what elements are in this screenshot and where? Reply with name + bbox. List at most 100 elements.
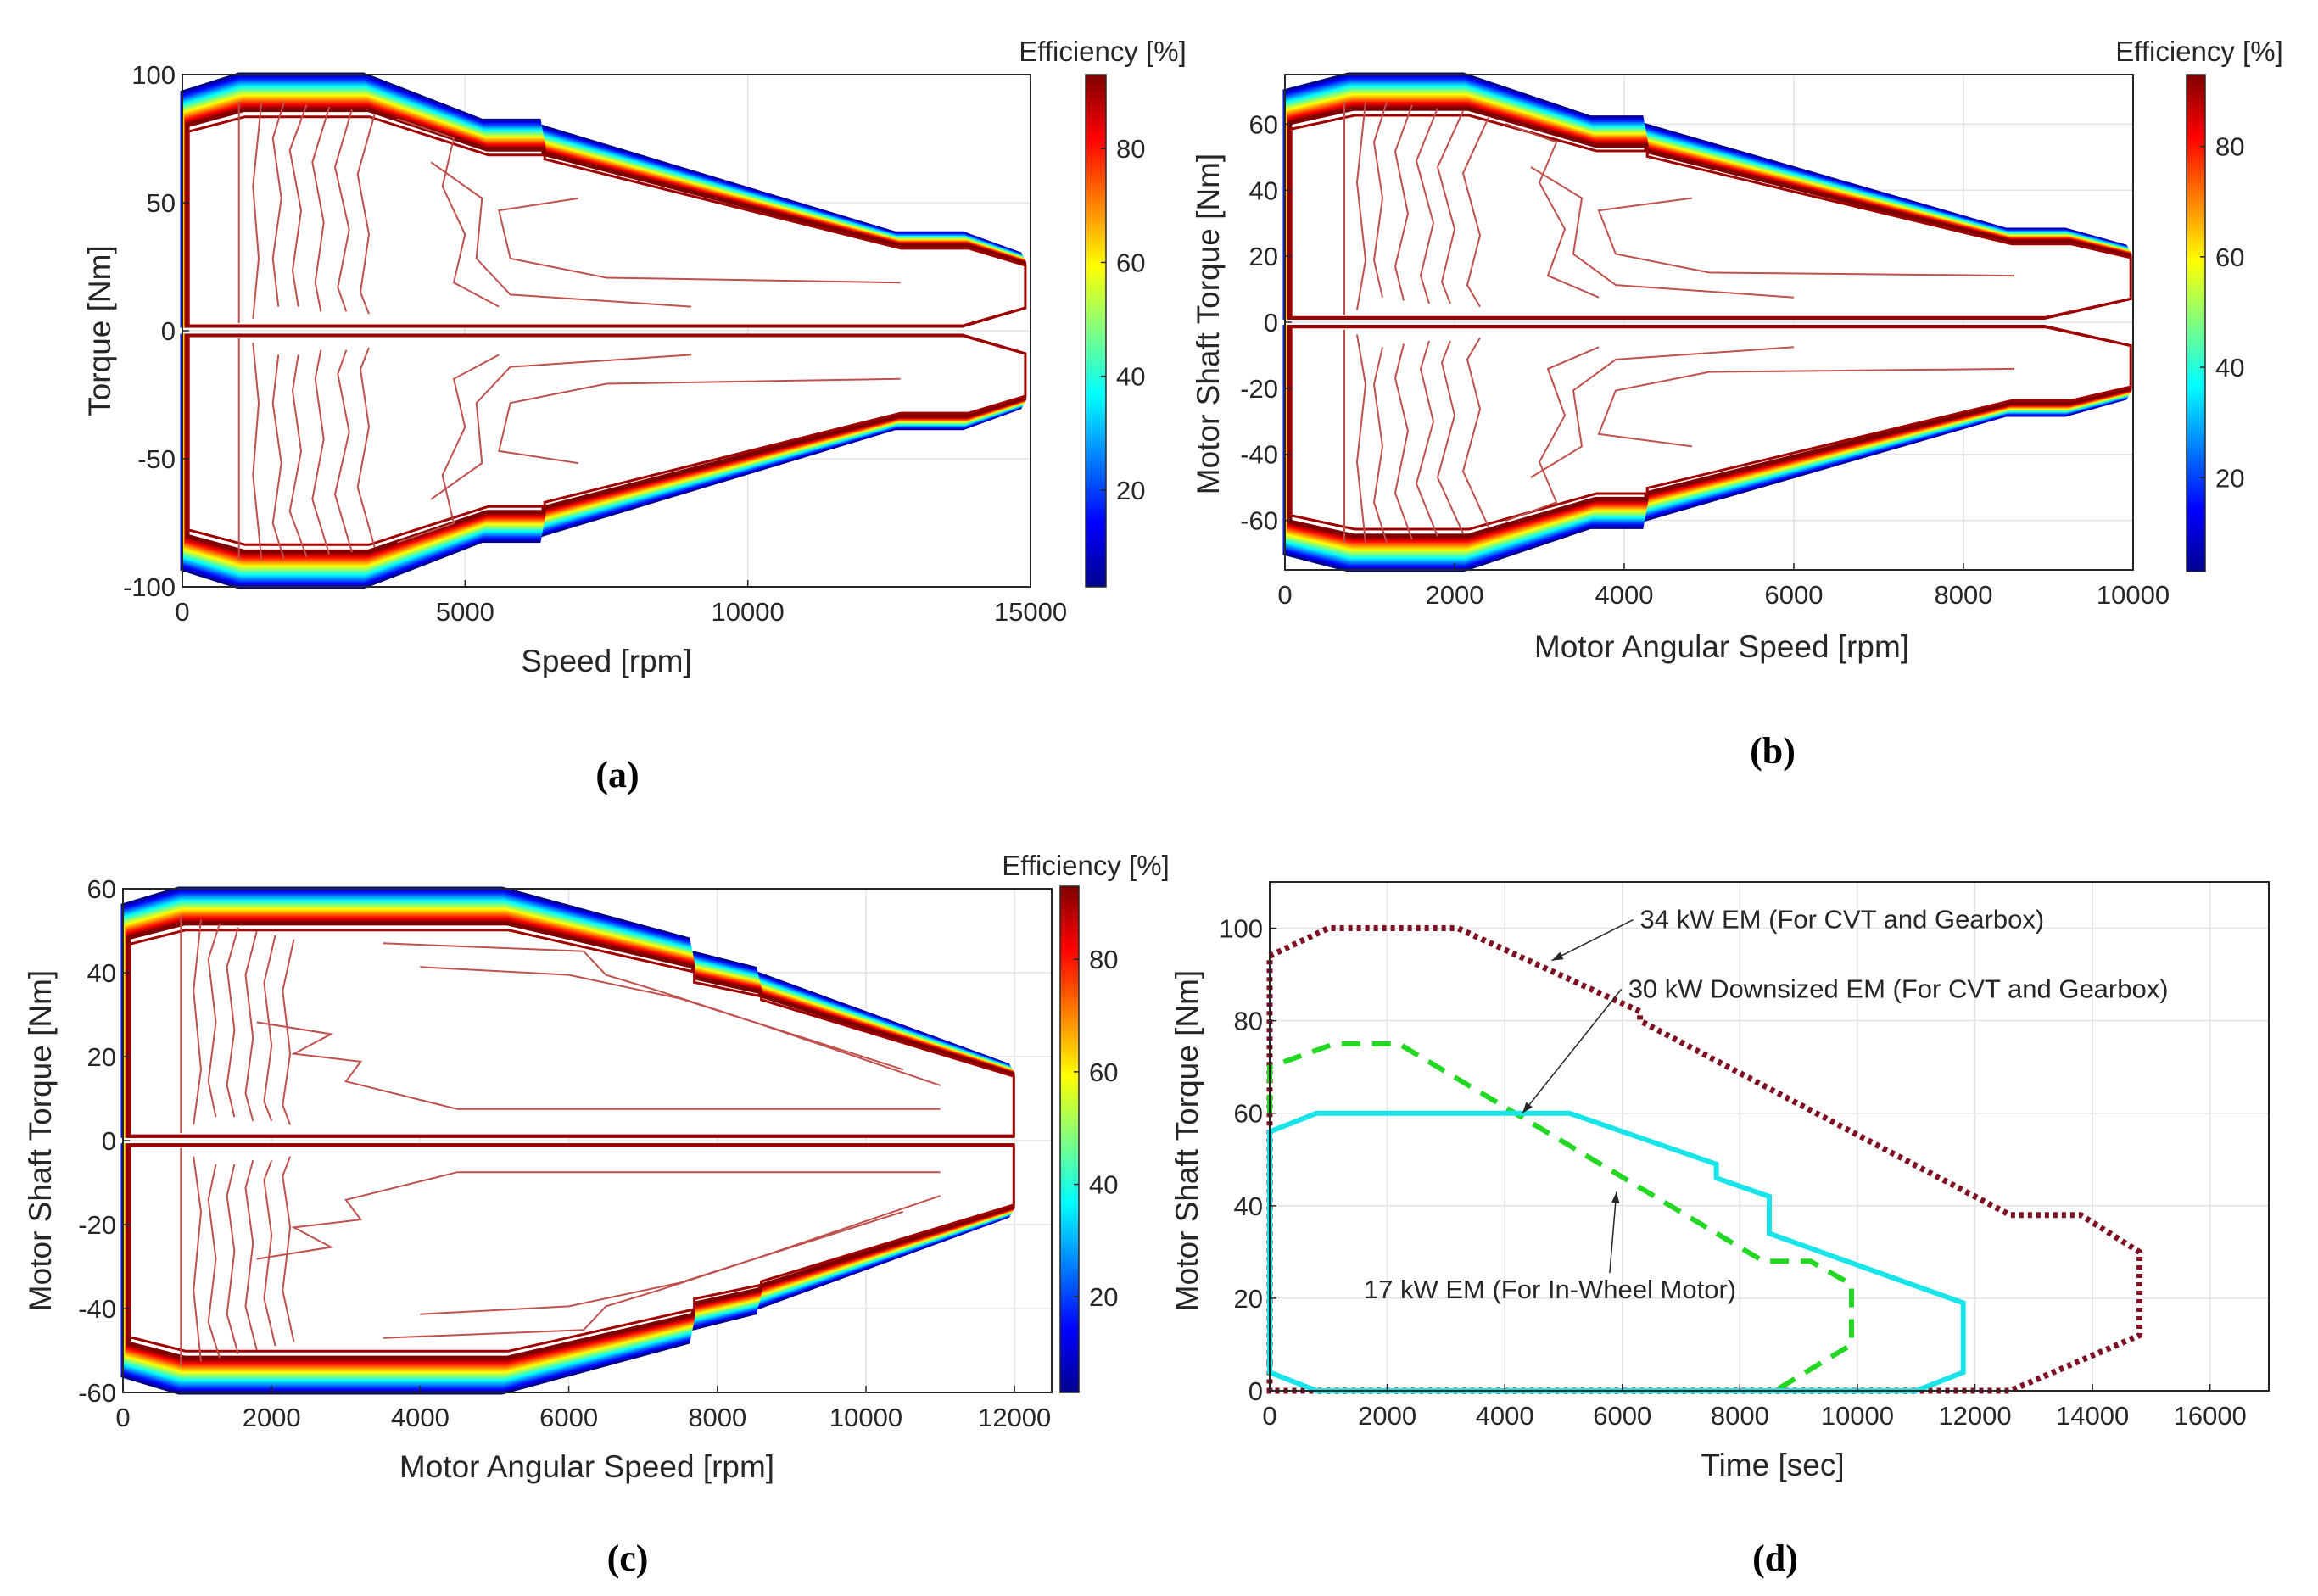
- y-ticks: -100 -50 0 50 100: [123, 60, 189, 602]
- y-tick-label: 100: [131, 60, 176, 90]
- y-tick-label: -60: [78, 1378, 116, 1408]
- plot-frame: [1269, 881, 2270, 1392]
- annotation-arrow: [1522, 988, 1623, 1114]
- efficiency-contour: [1597, 367, 2015, 448]
- efficiency-contour: [1505, 346, 1600, 522]
- y-tick-label: -40: [78, 1294, 116, 1324]
- colorbar-ticks: 20 40 60 80: [1101, 134, 1145, 505]
- caption-b: (b): [1750, 730, 1796, 772]
- peak-efficiency-region: [1289, 114, 2132, 319]
- x-tick-label: 0: [1262, 1401, 1276, 1431]
- caption-d: (d): [1752, 1537, 1798, 1579]
- colorbar: [1059, 885, 1080, 1393]
- efficiency-contour: [244, 931, 258, 1121]
- x-tick-label: 8000: [688, 1403, 746, 1432]
- efficiency-contour: [288, 354, 308, 558]
- x-ticks: 0 2000 4000 6000 8000 10000 12000: [115, 1386, 1051, 1432]
- y-tick-label: 0: [102, 1126, 116, 1156]
- efficiency-contour: [1436, 110, 1464, 304]
- y-axis-label: Motor Shaft Torque [Nm]: [23, 970, 58, 1311]
- arrow-head: [1551, 951, 1564, 961]
- peak-efficiency-region: [1289, 326, 2132, 531]
- annotation-label: 30 kW Downsized EM (For CVT and Gearbox): [1628, 974, 2169, 1003]
- y-tick-label: 0: [1264, 308, 1278, 338]
- efficiency-contour: [420, 1210, 904, 1315]
- colorbar: [2186, 74, 2206, 572]
- x-tick-label: 8000: [1711, 1401, 1769, 1431]
- efficiency-contour: [252, 102, 263, 319]
- colorbar-title: Efficiency [%]: [2115, 36, 2282, 67]
- x-tick-label: 12000: [1938, 1401, 2011, 1431]
- y-tick-label: -20: [78, 1210, 116, 1240]
- efficiency-bands: [120, 886, 1015, 1395]
- efficiency-contour: [244, 1160, 258, 1350]
- y-tick-label: 80: [1234, 1007, 1263, 1036]
- y-tick-label: 20: [87, 1042, 116, 1072]
- x-tick-label: 16000: [2174, 1401, 2247, 1431]
- efficiency-contour: [256, 1171, 941, 1260]
- efficiency-contour: [311, 349, 331, 555]
- y-ticks: -60 -40 -20 0 20 40 60: [1240, 109, 1292, 536]
- x-tick-label: 2000: [243, 1403, 301, 1432]
- x-tick-label: 2000: [1426, 580, 1484, 610]
- efficiency-contour: [311, 106, 331, 312]
- x-tick-label: 10000: [712, 597, 785, 627]
- x-tick-label: 6000: [1765, 580, 1824, 610]
- colorbar-tick-label: 60: [2215, 243, 2244, 272]
- x-tick-label: 4000: [1595, 580, 1654, 610]
- colorbar-tick-label: 40: [1089, 1170, 1118, 1200]
- y-tick-label: -60: [1240, 506, 1278, 536]
- y-tick-label: 0: [1248, 1376, 1263, 1406]
- colorbar-tick-label: 60: [1116, 248, 1145, 277]
- x-tick-label: 10000: [1821, 1401, 1894, 1431]
- efficiency-contour: [430, 161, 692, 308]
- efficiency-contour: [207, 923, 221, 1118]
- efficiency-contour: [226, 1164, 239, 1354]
- y-tick-label: 20: [1249, 242, 1278, 271]
- x-tick-label: 0: [175, 597, 189, 627]
- annotations: 34 kW EM (For CVT and Gearbox) 30 kW Down…: [1364, 905, 2169, 1304]
- x-tick-label: 0: [115, 1403, 130, 1432]
- x-tick-label: 8000: [1935, 580, 1993, 610]
- x-tick-label: 12000: [978, 1403, 1051, 1432]
- x-tick-label: 2000: [1358, 1401, 1416, 1431]
- efficiency-contour: [288, 103, 308, 307]
- plot-area: [1270, 882, 2269, 1391]
- colorbar-tick-label: 80: [1116, 134, 1145, 164]
- y-tick-label: -50: [137, 444, 176, 474]
- efficiency-contour: [1436, 340, 1464, 534]
- series-line: [1267, 1041, 1854, 1393]
- efficiency-contour: [1505, 122, 1600, 299]
- annotation-arrow: [1551, 918, 1634, 962]
- y-tick-label: 40: [1249, 176, 1278, 205]
- y-tick-label: 100: [1219, 914, 1263, 944]
- efficiency-contour: [430, 354, 692, 500]
- colorbar-ticks: 20 40 60 80: [2200, 132, 2244, 493]
- peak-efficiency-region: [187, 115, 1027, 327]
- efficiency-contour: [1415, 340, 1438, 537]
- efficiency-bands: [180, 72, 1027, 589]
- efficiency-contour: [498, 197, 901, 284]
- x-axis-label: Time [sec]: [1701, 1448, 1844, 1482]
- x-tick-label: 10000: [829, 1403, 902, 1432]
- efficiency-contour: [282, 939, 295, 1125]
- x-axis-label: Motor Angular Speed [rpm]: [399, 1449, 774, 1484]
- y-ticks: -60 -40 -20 0 20 40 60: [78, 874, 130, 1408]
- torque-envelope-chart-d: 0 2000 4000 6000 8000 10000 12000 14000 16000 0 2…: [1170, 881, 2270, 1579]
- efficiency-contour: [263, 1159, 276, 1347]
- efficiency-contour: [1461, 337, 1489, 527]
- arrow-head: [1611, 1191, 1620, 1203]
- x-tick-label: 6000: [1593, 1401, 1651, 1431]
- x-tick-label: 15000: [994, 597, 1067, 627]
- x-tick-label: 5000: [436, 597, 494, 627]
- colorbar-title: Efficiency [%]: [1019, 36, 1186, 67]
- x-tick-label: 0: [1277, 580, 1292, 610]
- y-tick-label: 40: [1234, 1191, 1263, 1221]
- efficiency-contour: [193, 1156, 203, 1362]
- efficiency-contour: [396, 118, 500, 308]
- efficiency-contour: [1355, 334, 1367, 543]
- grid: [1269, 882, 2269, 1392]
- colorbar-tick-label: 40: [1116, 362, 1145, 392]
- efficiency-map-b: 0 2000 4000 6000 8000 10000 -60-40-200204060 …: [1191, 36, 2283, 772]
- efficiency-contour: [333, 349, 353, 553]
